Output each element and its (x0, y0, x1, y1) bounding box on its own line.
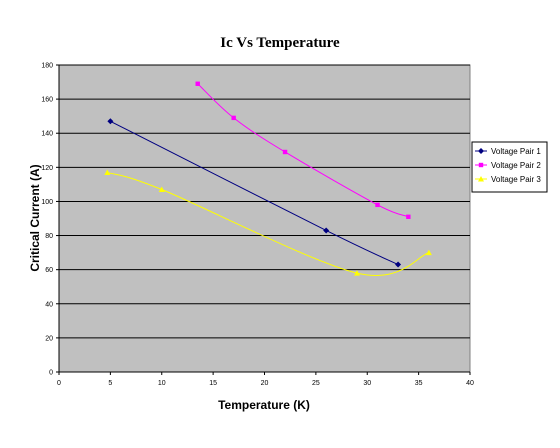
y-tick-label: 160 (41, 97, 53, 104)
legend-box (471, 141, 548, 193)
legend: Voltage Pair 1 Voltage Pair 2 Voltage Pair… (471, 141, 548, 193)
data-point (323, 227, 330, 234)
x-tick-label: 35 (415, 380, 423, 387)
y-axis-title: Critical Current (A) (28, 164, 42, 271)
x-tick-label: 10 (158, 380, 166, 387)
series-line (197, 83, 409, 218)
data-point (104, 169, 111, 175)
chart-title: Ic Vs Temperature (220, 35, 340, 51)
x-tick-label: 30 (363, 380, 371, 387)
data-point (425, 249, 432, 256)
y-tick-label: 100 (41, 199, 53, 206)
data-point (107, 118, 114, 125)
legend-entry-3: Voltage Pair 3 (475, 175, 541, 184)
y-tick-label: 20 (45, 335, 53, 342)
data-point (395, 261, 402, 268)
data-point (231, 115, 236, 121)
series-3 (104, 169, 432, 276)
y-tick-label: 0 (49, 370, 53, 377)
series-1 (107, 118, 402, 268)
y-tick-label: 140 (41, 131, 53, 138)
legend-entry-2: Voltage Pair 2 (475, 161, 541, 170)
series-line (107, 171, 430, 276)
x-tick-label: 0 (57, 380, 61, 387)
y-tick-label: 40 (45, 301, 53, 308)
x-axis-ticks: 0 5 10 15 20 25 30 35 40 (57, 372, 474, 387)
x-axis-title: Temperature (K) (218, 398, 310, 412)
data-point (195, 81, 200, 86)
x-tick-label: 20 (261, 380, 269, 387)
y-tick-label: 60 (45, 267, 53, 274)
x-tick-label: 5 (108, 380, 112, 387)
x-tick-label: 25 (312, 380, 320, 387)
series-line (110, 120, 399, 266)
y-tick-label: 180 (41, 63, 53, 70)
y-axis-ticks: 0 20 40 60 80 100 120 140 160 180 (41, 63, 59, 377)
series (104, 81, 432, 276)
legend-label: Voltage Pair 2 (491, 161, 541, 170)
y-tick-label: 80 (45, 233, 53, 240)
legend-label: Voltage Pair 1 (491, 147, 541, 156)
data-point (158, 186, 165, 193)
legend-marker (478, 162, 484, 168)
legend-marker (478, 176, 484, 182)
grid (59, 64, 470, 339)
data-point (406, 214, 411, 219)
x-tick-label: 15 (209, 380, 217, 387)
x-tick-label: 40 (466, 380, 474, 387)
legend-label: Voltage Pair 3 (491, 175, 541, 184)
plot-area (58, 64, 471, 373)
y-tick-label: 120 (41, 165, 53, 172)
legend-marker (478, 148, 484, 154)
legend-entry-1: Voltage Pair 1 (475, 147, 541, 156)
data-point (353, 270, 360, 276)
series-2 (195, 81, 411, 219)
data-point (375, 202, 380, 208)
data-point (282, 149, 288, 155)
